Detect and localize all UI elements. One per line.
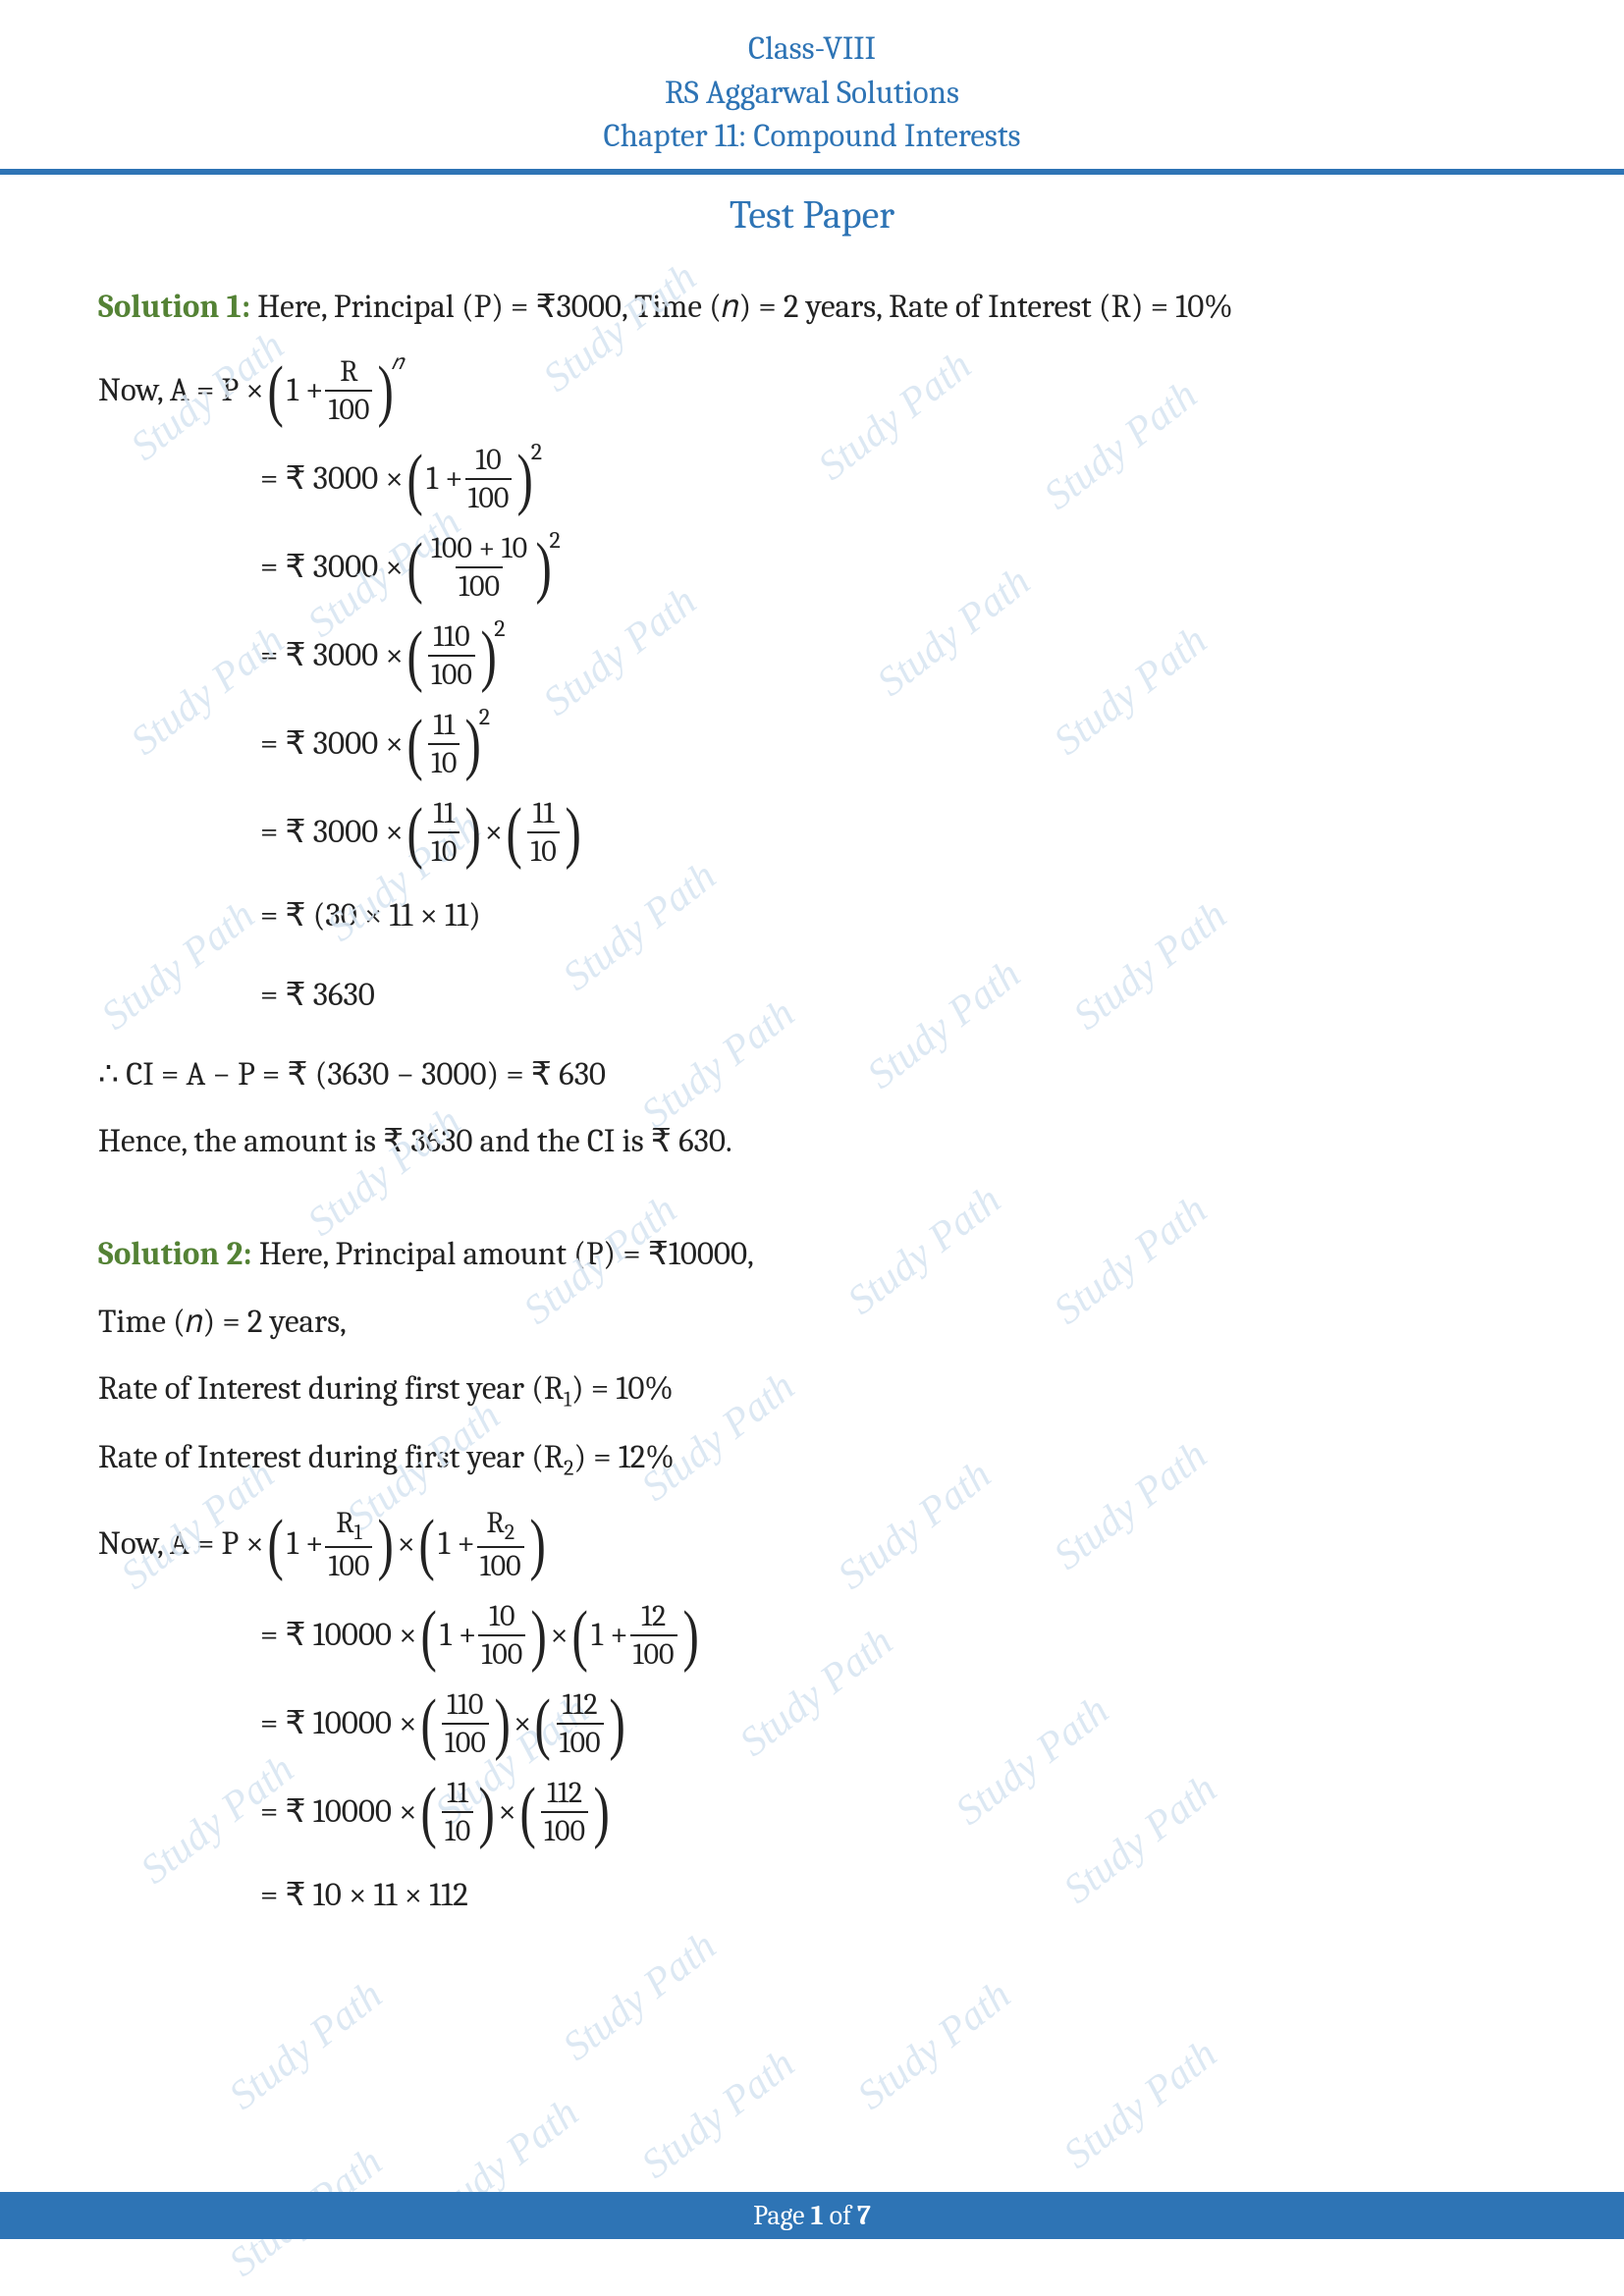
paren-group: ( 1 + R100 ) [264, 355, 398, 426]
sol2-equations: Now, A = P × (1 + R1100) × (1 + R2100) =… [98, 1507, 1526, 1927]
sol2-step4: = ₹ 10 × 11 × 112 [98, 1865, 1526, 1927]
sol1-step3: = ₹ 3000 × (110100)2 [98, 620, 1526, 691]
page-header: Class-VIII RS Aggarwal Solutions Chapter… [0, 0, 1624, 159]
sol2-step1: = ₹ 10000 × (1 + 10100) × (1 + 12100) [98, 1600, 1526, 1671]
sol1-formula: Now, A = P × ( 1 + R100 ) 𝑛 [98, 355, 1526, 426]
sol1-step6: = ₹ (30 × 11 × 11) [98, 885, 1526, 947]
one-plus: 1 + [287, 360, 324, 422]
gap [98, 1179, 1526, 1218]
sol1-hence: Hence, the amount is ₹ 3630 and the CI i… [98, 1111, 1526, 1173]
footer-total: 7 [857, 2200, 871, 2231]
sol2-r2: Rate of Interest during first year (R2) … [98, 1427, 1526, 1489]
watermark-text: Study Path [633, 2041, 804, 2189]
header-chapter: Chapter 11: Compound Interests [0, 115, 1624, 159]
sol1-ci: ∴ CI = A − P = ₹ (3630 − 3000) = ₹ 630 [98, 1044, 1526, 1106]
sol1-step5: = ₹ 3000 × (1110) × (1110) [98, 797, 1526, 868]
now-text: Now, A = P × [98, 360, 264, 422]
sol2-formula: Now, A = P × (1 + R1100) × (1 + R2100) [98, 1507, 1526, 1582]
sol1-step2: = ₹ 3000 × (100 + 10100)2 [98, 532, 1526, 603]
watermark-text: Study Path [221, 1972, 392, 2120]
frac-r-100: R100 [325, 355, 372, 426]
watermark-text: Study Path [1056, 2031, 1226, 2179]
footer-page-label: Page [753, 2200, 811, 2231]
main-content: Solution 1: Here, Principal (P) = ₹3000,… [0, 277, 1624, 1927]
sol2-label: Solution 2: [98, 1236, 252, 1273]
footer-of: of [824, 2200, 858, 2231]
section-title: Test Paper [0, 192, 1624, 238]
sol1-step1: = ₹ 3000 × (1 + 10100)2 [98, 444, 1526, 514]
footer-bar: Page 1 of 7 [0, 2192, 1624, 2239]
sol2-time: Time (𝑛) = 2 years, [98, 1292, 1526, 1354]
sol1-given-text: Here, Principal (P) = ₹3000, Time (𝑛) = … [250, 289, 1233, 326]
sol2-step2: = ₹ 10000 × (110100) × (112100) [98, 1688, 1526, 1759]
sol1-equations: Now, A = P × ( 1 + R100 ) 𝑛 = ₹ 3000 × (… [98, 355, 1526, 1026]
header-book: RS Aggarwal Solutions [0, 72, 1624, 116]
exp-n: 𝑛 [392, 343, 404, 384]
sol1-step4: = ₹ 3000 × (1110)2 [98, 709, 1526, 779]
sol2-given: Solution 2: Here, Principal amount (P) =… [98, 1224, 1526, 1286]
sol2-r1: Rate of Interest during first year (R1) … [98, 1359, 1526, 1420]
header-rule [0, 169, 1624, 175]
sol1-label: Solution 1: [98, 289, 250, 326]
footer-cur: 1 [811, 2200, 824, 2231]
lparen: ( [267, 367, 283, 415]
sol2-step3: = ₹ 10000 × (1110) × (112100) [98, 1777, 1526, 1847]
header-class: Class-VIII [0, 27, 1624, 72]
sol1-step7: = ₹ 3630 [98, 965, 1526, 1027]
watermark-text: Study Path [555, 1923, 726, 2071]
sol1-given: Solution 1: Here, Principal (P) = ₹3000,… [98, 277, 1526, 339]
watermark-text: Study Path [849, 1972, 1020, 2120]
